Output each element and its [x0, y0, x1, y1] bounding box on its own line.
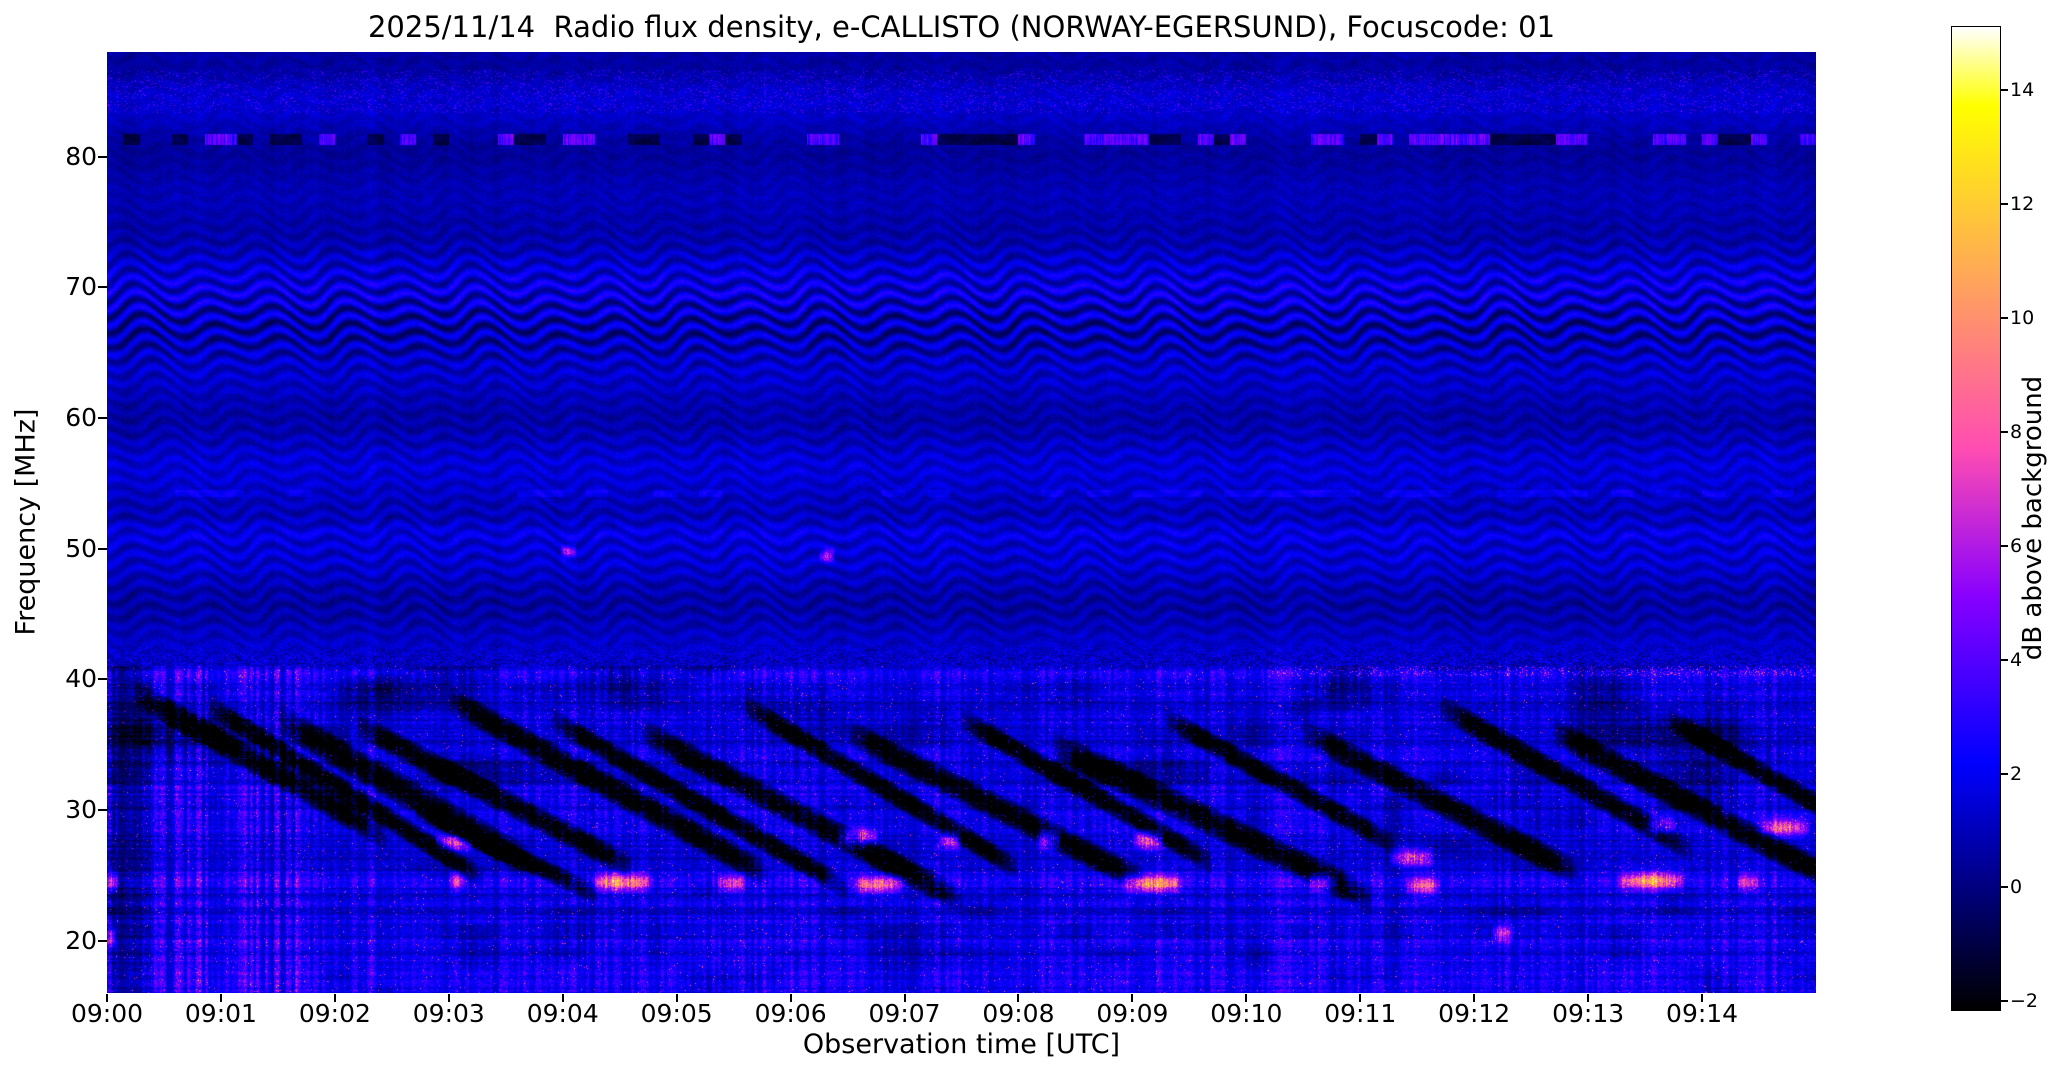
x-tick-mark [333, 994, 336, 1002]
colorbar [1951, 26, 2001, 1011]
x-tick-label: 09:12 [1438, 999, 1511, 1028]
colorbar-tick-mark [2001, 202, 2008, 205]
y-tick-mark [98, 809, 107, 812]
colorbar-tick-mark [2001, 88, 2008, 91]
colorbar-tick-label: 10 [2010, 306, 2035, 329]
y-tick-mark [98, 416, 107, 419]
x-tick-mark [561, 994, 564, 1002]
y-tick-label: 30 [65, 795, 97, 825]
y-tick-mark [98, 678, 107, 681]
x-tick-mark [1473, 994, 1476, 1002]
y-tick-label: 80 [65, 141, 97, 171]
colorbar-tick-mark [2001, 772, 2008, 775]
x-tick-label: 09:04 [526, 999, 599, 1028]
colorbar-tick-mark [2001, 658, 2008, 661]
spectrogram-heatmap [107, 52, 1816, 993]
x-tick-label: 09:14 [1666, 999, 1739, 1028]
x-tick-label: 09:08 [982, 999, 1055, 1028]
colorbar-tick-mark [2001, 316, 2008, 319]
x-tick-mark [789, 994, 792, 1002]
x-axis-label: Observation time [UTC] [802, 1029, 1121, 1060]
x-tick-label: 09:02 [298, 999, 371, 1028]
x-tick-mark [903, 994, 906, 1002]
x-tick-label: 09:06 [754, 999, 827, 1028]
colorbar-tick-label: 2 [2010, 762, 2023, 785]
colorbar-label: dB above background [2018, 375, 2047, 661]
colorbar-tick-label: 6 [2010, 534, 2023, 557]
y-tick-label: 60 [65, 402, 97, 432]
colorbar-tick-label: 12 [2010, 192, 2035, 215]
colorbar-tick-label: 14 [2010, 78, 2035, 101]
x-tick-mark [106, 994, 108, 1002]
x-tick-label: 09:09 [1096, 999, 1169, 1028]
y-axis-label: Frequency [MHz] [10, 408, 42, 636]
x-tick-label: 09:00 [70, 999, 144, 1028]
x-tick-label: 09:05 [640, 999, 713, 1028]
y-tick-label: 50 [65, 533, 97, 563]
x-tick-mark [1587, 994, 1590, 1002]
x-tick-mark [447, 994, 450, 1002]
x-tick-label: 09:07 [868, 999, 941, 1028]
y-tick-mark [98, 286, 107, 289]
y-tick-label: 40 [65, 664, 97, 694]
colorbar-tick-label: 0 [2010, 876, 2023, 899]
x-tick-mark [219, 994, 222, 1002]
x-tick-label: 09:03 [412, 999, 485, 1028]
x-tick-mark [1359, 994, 1362, 1002]
x-tick-label: 09:01 [184, 999, 257, 1028]
colorbar-tick-mark [2001, 430, 2008, 433]
colorbar-tick-mark [2001, 544, 2008, 547]
x-tick-label: 09:10 [1210, 999, 1283, 1028]
y-tick-mark [98, 155, 107, 158]
colorbar-tick-label: 8 [2010, 420, 2023, 443]
chart-title: 2025/11/14 Radio flux density, e-CALLIST… [367, 10, 1556, 44]
x-tick-mark [1131, 994, 1134, 1002]
y-tick-label: 20 [65, 925, 97, 955]
colorbar-tick-mark [2001, 1000, 2008, 1003]
x-tick-mark [1017, 994, 1020, 1002]
colorbar-tick-mark [2001, 886, 2008, 889]
y-tick-label: 70 [65, 272, 97, 302]
x-tick-mark [1701, 994, 1704, 1002]
colorbar-tick-label: −2 [2010, 990, 2039, 1013]
x-tick-mark [675, 994, 678, 1002]
x-tick-label: 09:11 [1324, 999, 1397, 1028]
y-tick-mark [98, 547, 107, 550]
x-tick-mark [1245, 994, 1248, 1002]
y-tick-mark [98, 939, 107, 942]
colorbar-tick-label: 4 [2010, 648, 2023, 671]
x-tick-label: 09:13 [1552, 999, 1625, 1028]
